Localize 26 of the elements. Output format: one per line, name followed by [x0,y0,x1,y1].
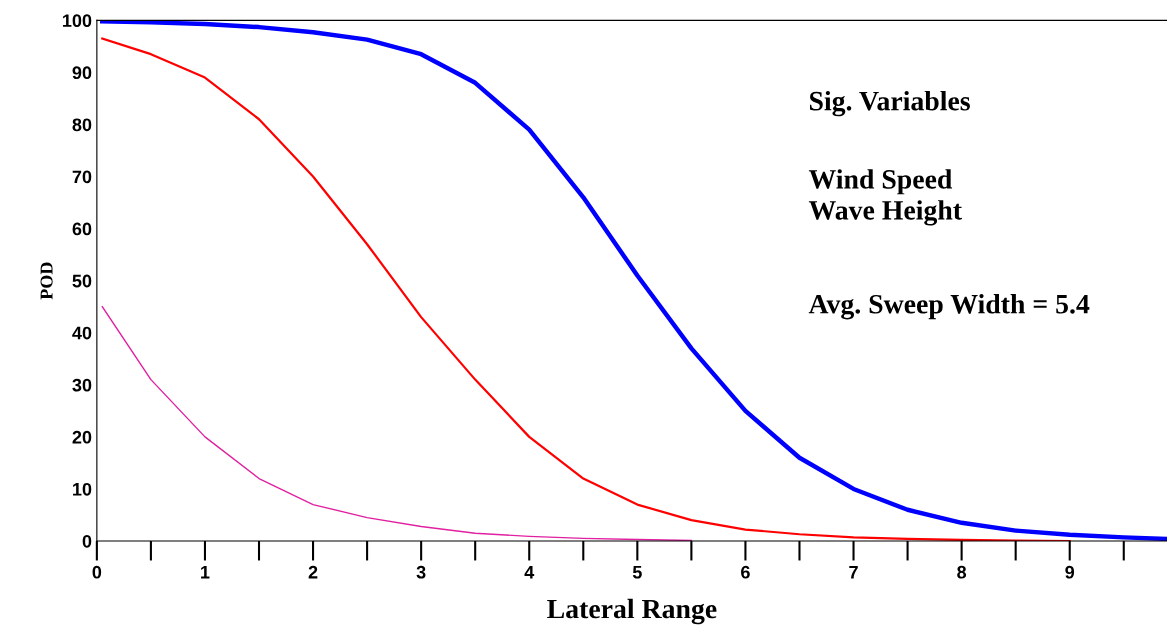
y-axis-title: POD [40,262,53,300]
y-tick-label: 30 [72,378,92,392]
y-tick-label: 40 [72,326,92,340]
x-tick-label: 7 [849,565,858,579]
annotation: Sig. Variables [809,90,970,117]
x-tick-label: 9 [1065,565,1075,579]
y-tick-label: 0 [82,534,92,548]
x-tick-label: 3 [416,565,426,579]
y-tick-label: 100 [63,14,92,28]
y-tick-label: 80 [72,118,92,132]
x-tick-label: 4 [524,565,535,579]
annotation: Avg. Sweep Width = 5.4 [808,294,1090,320]
x-axis-title: Lateral Range [547,598,717,625]
x-tick-label: 1 [201,565,210,579]
x-tick-label: 0 [92,565,102,579]
x-tick-label: 6 [741,565,750,579]
y-tick-label: 20 [72,430,92,444]
x-tick-label: 5 [632,565,642,579]
annotation: Wind Speed Wave Height [808,169,962,226]
y-tick-label: 60 [72,222,92,236]
y-tick-label: 90 [72,66,92,80]
x-tick-label: 8 [957,565,967,579]
y-tick-label: 10 [73,482,92,496]
y-tick-label: 50 [72,274,92,288]
y-tick-label: 70 [72,170,92,184]
x-tick-label: 2 [308,565,318,579]
